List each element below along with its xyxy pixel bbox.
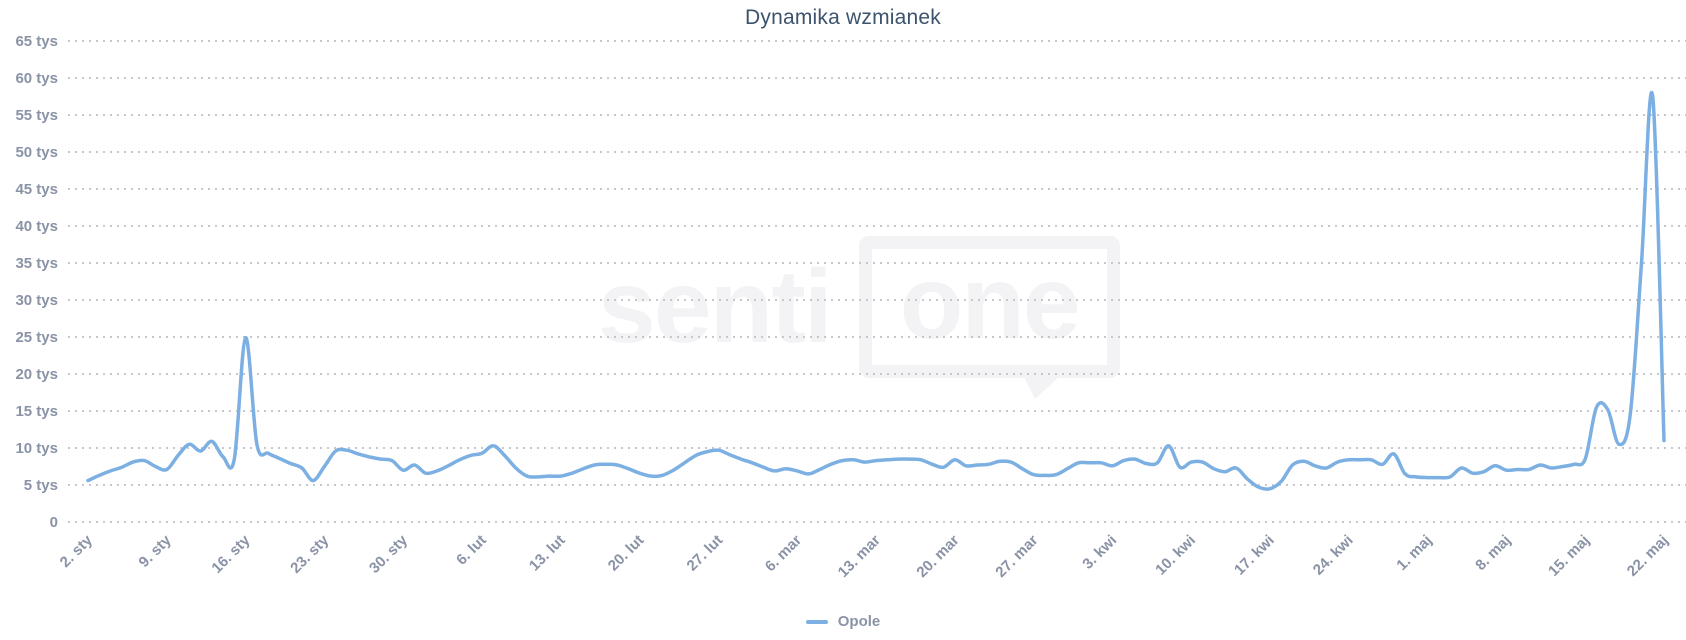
y-axis-label: 25 tys [15, 329, 58, 346]
y-axis-label: 10 tys [15, 440, 58, 457]
y-axis-label: 5 tys [24, 477, 58, 494]
y-axis-label: 20 tys [15, 366, 58, 383]
x-axis-label: 6. lut [453, 532, 490, 569]
legend-line-marker [805, 619, 828, 624]
x-axis-label: 13. lut [526, 532, 569, 575]
x-axis-label: 15. maj [1545, 532, 1593, 580]
y-axis-label: 45 tys [15, 181, 58, 198]
y-axis-label: 55 tys [15, 107, 58, 124]
y-axis-label: 0 [50, 514, 58, 531]
watermark-bubble-tail-icon [1022, 375, 1061, 399]
sentione-watermark: senti one [598, 236, 1120, 399]
y-axis-label: 40 tys [15, 218, 58, 235]
x-axis-label: 23. sty [287, 531, 333, 577]
watermark-text-senti: senti [598, 249, 833, 365]
x-axis-label: 24. kwi [1310, 532, 1357, 579]
x-axis-label: 3. kwi [1079, 532, 1120, 573]
x-axis-label: 20. mar [913, 532, 962, 581]
x-axis-label: 10. kwi [1152, 532, 1199, 579]
legend-label-opole: Opole [837, 613, 881, 630]
watermark-speech-bubble: one [858, 236, 1120, 399]
x-axis-label: 8. maj [1472, 532, 1514, 574]
y-axis-label: 50 tys [15, 144, 58, 161]
x-axis-label: 2. sty [57, 531, 97, 571]
x-axis-label: 17. kwi [1231, 532, 1278, 579]
y-axis-label: 30 tys [15, 292, 58, 309]
series-line-opole[interactable] [86, 91, 1666, 491]
x-axis-label: 1. maj [1393, 532, 1435, 574]
x-axis-label: 9. sty [135, 531, 175, 571]
x-axis-label: 6. mar [762, 532, 805, 575]
legend: Opole [0, 613, 1686, 630]
y-axis-label: 65 tys [15, 33, 58, 50]
y-axis-label: 60 tys [15, 70, 58, 87]
y-axis-label: 35 tys [15, 255, 58, 272]
chart-title: Dynamika wzmianek [745, 6, 941, 29]
legend-item-opole[interactable]: Opole [805, 613, 881, 630]
x-axis-label: 22. maj [1624, 532, 1672, 580]
y-axis-label: 15 tys [15, 403, 58, 420]
x-axis-label: 20. lut [605, 532, 648, 575]
x-axis-label: 13. mar [835, 532, 884, 581]
x-axis-label: 16. sty [208, 531, 254, 577]
x-axis-label: 27. lut [684, 532, 727, 575]
x-axis-label: 30. sty [366, 531, 412, 577]
x-axis-label: 27. mar [992, 532, 1041, 581]
